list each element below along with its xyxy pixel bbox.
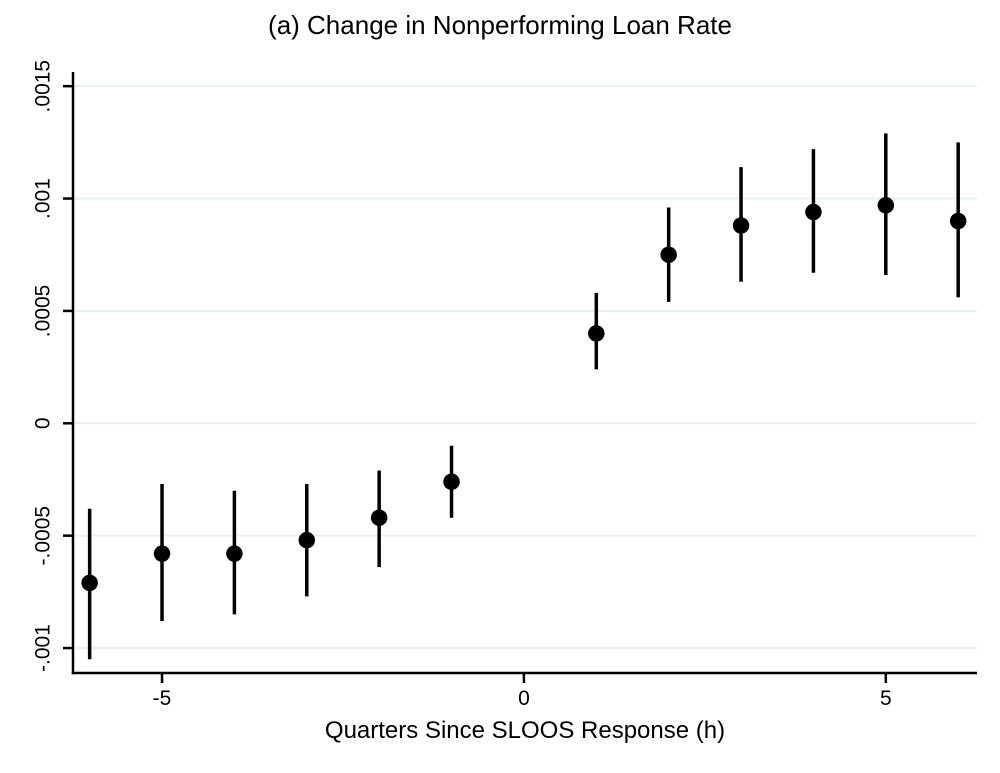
x-axis-title: Quarters Since SLOOS Response (h) xyxy=(325,717,725,744)
y-tick-label: -.0005 xyxy=(32,506,55,566)
point-estimate-marker xyxy=(588,325,605,342)
point-estimate-marker xyxy=(949,212,967,230)
point-estimate-marker xyxy=(805,203,822,221)
point-estimate-marker xyxy=(660,246,677,263)
y-tick-label: 0 xyxy=(32,417,55,429)
x-tick-label: 0 xyxy=(518,687,530,710)
y-tick-label: .0015 xyxy=(32,60,55,113)
point-estimate-marker xyxy=(443,473,460,490)
gridline-layer xyxy=(73,85,977,650)
point-estimate-marker xyxy=(877,197,895,214)
point-estimate-marker xyxy=(370,509,388,526)
y-tick-label: -.001 xyxy=(32,624,55,672)
point-estimate-marker xyxy=(226,545,243,562)
point-estimate-marker xyxy=(732,217,750,234)
point-estimate-marker xyxy=(153,545,171,562)
x-tick-label: 5 xyxy=(880,687,892,710)
x-tick-label: -5 xyxy=(153,687,172,710)
point-estimate-marker xyxy=(298,531,316,549)
point-estimate-marker xyxy=(81,574,98,592)
y-tick-label: .0005 xyxy=(32,285,55,338)
chart-title: (a) Change in Nonperforming Loan Rate xyxy=(268,10,732,40)
axis-layer: -.001 -.0005 0 .0005 .001 .0015 -5 0 5 xyxy=(32,60,977,710)
y-tick-label: .001 xyxy=(32,178,55,219)
data-layer xyxy=(81,133,967,660)
